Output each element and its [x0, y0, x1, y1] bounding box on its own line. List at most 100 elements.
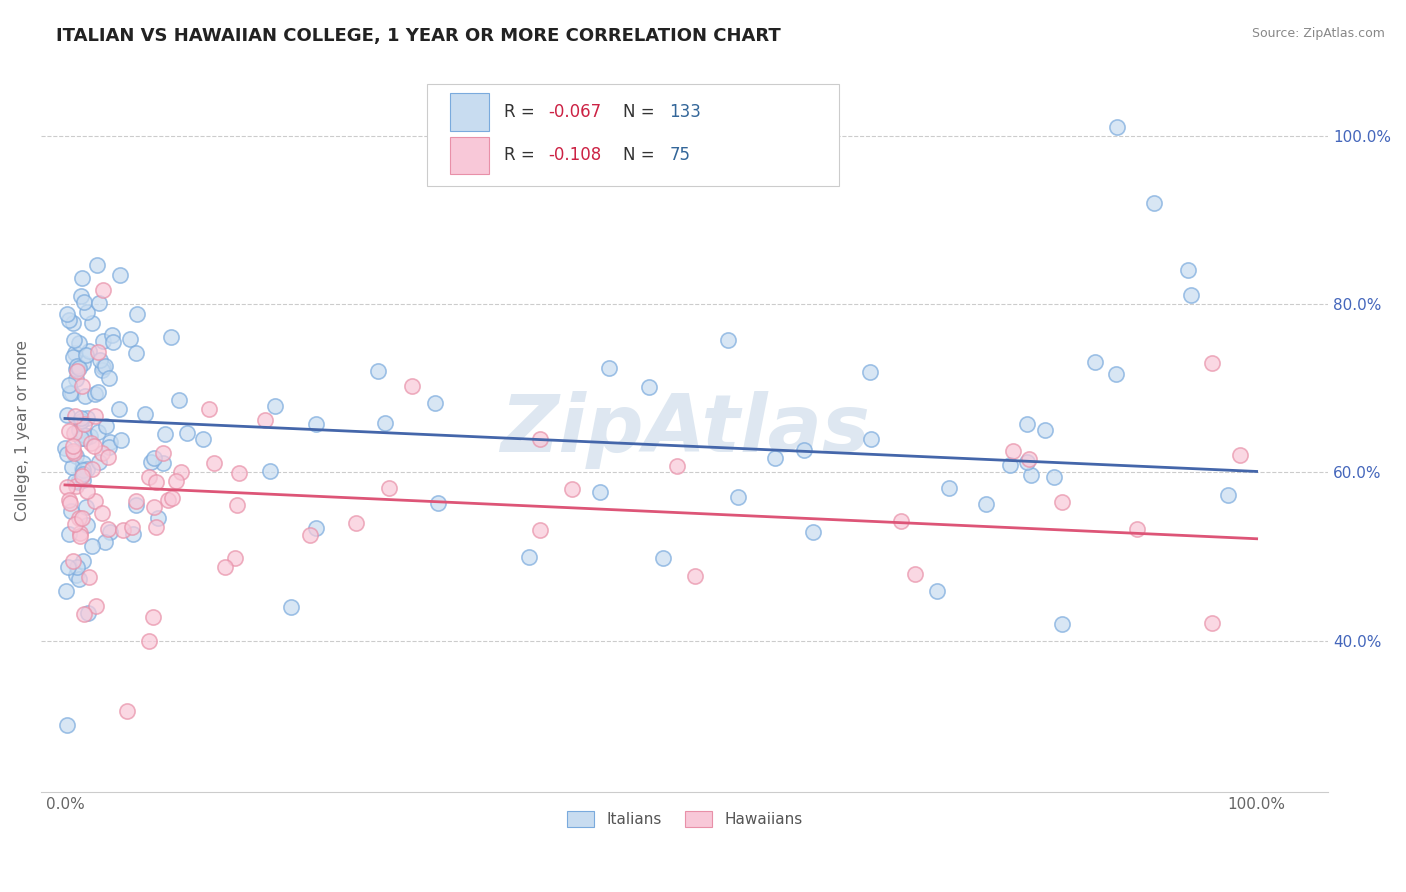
Point [529, 523, 551, 537]
Text: R =: R = [505, 146, 540, 164]
Point [73, 389, 96, 403]
Point [125, 494, 148, 508]
Point [53, 441, 76, 455]
Point [73, 431, 96, 445]
Point [80, 435, 103, 450]
Point [1001, 444, 1024, 458]
Point [73, 432, 96, 446]
Point [225, 499, 247, 513]
Point [97, 450, 120, 465]
Point [890, 514, 912, 528]
Point [72, 468, 94, 483]
Point [77, 569, 100, 583]
Point [118, 332, 141, 346]
Point [176, 425, 198, 440]
Point [94, 534, 117, 549]
Point [70, 411, 93, 425]
Point [727, 490, 749, 504]
Point [859, 366, 882, 380]
Point [80, 539, 103, 553]
Point [62, 554, 84, 568]
Point [165, 474, 187, 488]
Point [70, 414, 93, 428]
Point [1015, 417, 1038, 432]
Point [69, 431, 91, 445]
Point [202, 456, 225, 470]
Point [91, 283, 114, 297]
Point [77, 607, 100, 621]
Point [138, 470, 160, 484]
Point [62, 316, 84, 330]
Point [89, 352, 111, 367]
Point [1180, 288, 1202, 302]
Point [58, 313, 80, 327]
Point [75, 500, 97, 514]
Point [1143, 196, 1166, 211]
Point [75, 348, 97, 362]
Point [1218, 488, 1240, 502]
Point [152, 446, 174, 460]
Point [224, 550, 246, 565]
Point [70, 462, 93, 476]
Point [125, 499, 148, 513]
Point [1125, 522, 1147, 536]
Point [153, 426, 176, 441]
Point [280, 600, 302, 615]
Text: -0.067: -0.067 [548, 103, 602, 121]
Point [162, 491, 184, 506]
Point [925, 583, 948, 598]
Point [367, 364, 389, 378]
Point [91, 506, 114, 520]
Point [146, 511, 169, 525]
Point [108, 268, 131, 282]
Legend: Italians, Hawaiians: Italians, Hawaiians [560, 804, 810, 835]
Point [86, 258, 108, 272]
Point [91, 334, 114, 348]
Text: ITALIAN VS HAWAIIAN COLLEGE, 1 YEAR OR MORE CORRELATION CHART: ITALIAN VS HAWAIIAN COLLEGE, 1 YEAR OR M… [56, 27, 780, 45]
Point [63, 334, 86, 348]
Point [1229, 448, 1251, 462]
Point [69, 525, 91, 540]
Point [84, 409, 107, 423]
Point [55, 584, 77, 599]
Point [87, 385, 110, 400]
Point [374, 416, 396, 430]
Point [72, 463, 94, 477]
Text: 75: 75 [669, 146, 690, 164]
Point [98, 524, 121, 539]
Point [70, 511, 93, 525]
Point [101, 328, 124, 343]
Point [77, 344, 100, 359]
Point [84, 599, 107, 614]
Point [73, 428, 96, 442]
Point [589, 484, 612, 499]
Point [1018, 451, 1040, 466]
Point [344, 516, 367, 530]
Point [141, 455, 163, 469]
Point [66, 560, 89, 574]
Point [423, 395, 446, 409]
Point [1201, 616, 1223, 631]
Point [76, 517, 98, 532]
Text: ZipAtlas: ZipAtlas [499, 392, 869, 469]
Point [97, 371, 120, 385]
Point [305, 521, 328, 535]
Point [96, 419, 118, 434]
Point [716, 333, 738, 347]
Point [72, 467, 94, 482]
Point [63, 516, 86, 531]
Point [121, 519, 143, 533]
Point [60, 386, 83, 401]
Point [76, 462, 98, 476]
Point [84, 386, 107, 401]
Point [652, 551, 675, 566]
Point [65, 479, 87, 493]
Point [159, 330, 181, 344]
Point [1105, 120, 1128, 135]
Point [66, 364, 89, 378]
Point [124, 346, 146, 360]
Text: N =: N = [623, 103, 659, 121]
Point [143, 451, 166, 466]
Point [378, 481, 401, 495]
Point [56, 409, 79, 423]
